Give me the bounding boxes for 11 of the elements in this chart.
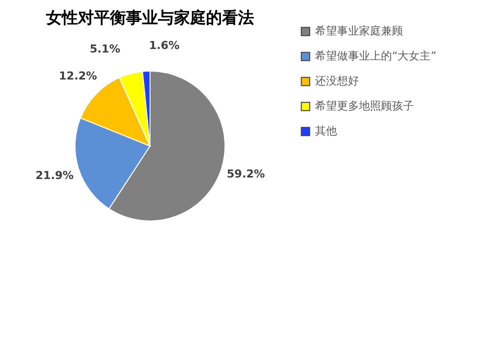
data-label: 21.9% — [36, 169, 74, 182]
data-label: 1.6% — [148, 39, 180, 52]
legend-label: 其他 — [315, 124, 337, 138]
legend-label: 希望做事业上的“大女主” — [315, 50, 436, 62]
legend-label: 希望事业家庭兼顾 — [315, 24, 403, 38]
data-label: 5.1% — [90, 42, 120, 56]
legend-label: 还没想好 — [315, 74, 359, 88]
legend-label: 希望更多地照顾孩子 — [315, 100, 414, 112]
data-label: 59.2% — [226, 168, 265, 180]
chart-title: 女性对平衡事业与家庭的看法 — [45, 8, 254, 27]
data-label: 12.2% — [58, 70, 98, 83]
